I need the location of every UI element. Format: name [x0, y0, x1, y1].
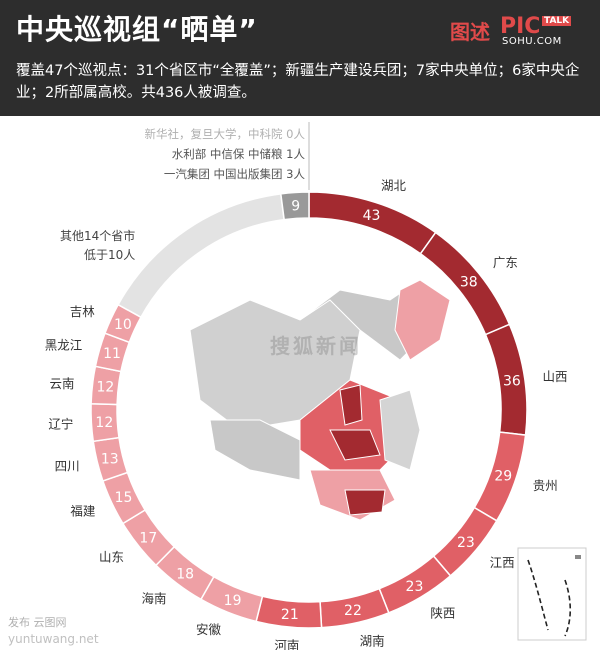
- value-label-0: 43: [363, 208, 381, 224]
- logo-mark: 图述: [450, 20, 490, 44]
- value-label-7: 21: [281, 607, 299, 623]
- value-label-10: 17: [139, 530, 157, 546]
- value-label-15: 11: [103, 346, 121, 362]
- category-label-0: 湖北: [381, 178, 407, 193]
- donut-ring: 43 38 36 29 23 23 22 21 19 18 17 15 13 12 12 11 10 9: [90, 191, 528, 629]
- category-label-3: 贵州: [533, 478, 558, 493]
- category-label-9: 海南: [141, 591, 166, 606]
- slice-18: [279, 191, 310, 221]
- category-label-11: 福建: [70, 503, 96, 518]
- category-label-16: 吉林: [70, 304, 96, 319]
- value-label-5: 23: [406, 579, 424, 595]
- map-region-east: [379, 389, 421, 471]
- map-region-guangdong: [344, 489, 386, 516]
- category-label-6: 湖南: [360, 634, 385, 649]
- category-label-14: 云南: [50, 376, 75, 391]
- map-region-tibet: [209, 419, 301, 481]
- category-label-5: 陕西: [430, 605, 455, 620]
- value-label-18: 9: [291, 198, 300, 214]
- category-label-4: 江西: [490, 555, 515, 570]
- category-label-8: 安徽: [196, 622, 222, 637]
- annotation-other-provinces-line2: 低于10人: [84, 248, 135, 262]
- value-label-13: 12: [95, 415, 113, 431]
- map-region-west: [189, 299, 361, 431]
- value-label-12: 13: [101, 451, 119, 467]
- value-label-3: 29: [494, 468, 512, 484]
- watermark: 搜狐新闻: [270, 334, 362, 358]
- footer-url: yuntuwang.net: [8, 632, 99, 646]
- south-china-sea-inset: [517, 547, 587, 641]
- annotation-note-line1: 新华社，复旦大学，中科院 0人: [145, 127, 306, 141]
- slice-17: [117, 192, 286, 319]
- header-banner: 中央巡视组“晒单” 图述 PIC TALK SOHU.COM 覆盖47个巡视点：…: [0, 0, 600, 116]
- value-label-9: 18: [176, 566, 194, 582]
- logo-talk-badge: TALK: [542, 16, 572, 26]
- annotation-other-provinces-line1: 其他14个省市: [60, 228, 135, 243]
- value-label-16: 10: [114, 317, 132, 333]
- category-label-12: 四川: [55, 459, 80, 474]
- category-label-15: 黑龙江: [45, 338, 83, 353]
- value-label-1: 38: [460, 275, 478, 291]
- value-label-2: 36: [503, 374, 521, 390]
- china-map-icon: [189, 279, 451, 521]
- footer-credit: 发布 云图网: [8, 616, 67, 629]
- category-label-1: 广东: [493, 255, 518, 270]
- value-label-11: 15: [115, 490, 133, 506]
- logo-pic: PIC: [500, 14, 541, 39]
- category-label-2: 山西: [543, 369, 568, 384]
- category-label-13: 辽宁: [48, 417, 73, 432]
- map-region-northeast: [394, 279, 451, 361]
- annotation-note-line3: 一汽集团 中国出版集团 3人: [164, 167, 306, 181]
- summary-text: 覆盖47个巡视点：31个省区市“全覆盖”；新疆生产建设兵团；7家中央单位；6家中…: [16, 63, 580, 101]
- map-region-hubei: [329, 429, 381, 461]
- annotations: 新华社，复旦大学，中科院 0人 水利部 中信保 中储粮 1人 一汽集团 中国出版…: [60, 122, 310, 262]
- value-label-14: 12: [96, 379, 114, 395]
- logo: 图述 PIC TALK SOHU.COM: [450, 14, 580, 48]
- annotation-note-line2: 水利部 中信保 中储粮 1人: [172, 147, 306, 161]
- logo-domain: SOHU.COM: [502, 36, 562, 47]
- category-label-7: 河南: [274, 638, 299, 650]
- value-label-4: 23: [457, 535, 475, 551]
- category-label-10: 山东: [99, 550, 124, 565]
- map-region-shanxi: [339, 384, 363, 426]
- value-label-8: 19: [224, 593, 242, 609]
- page-title: 中央巡视组“晒单”: [16, 13, 258, 46]
- value-label-6: 22: [344, 603, 362, 619]
